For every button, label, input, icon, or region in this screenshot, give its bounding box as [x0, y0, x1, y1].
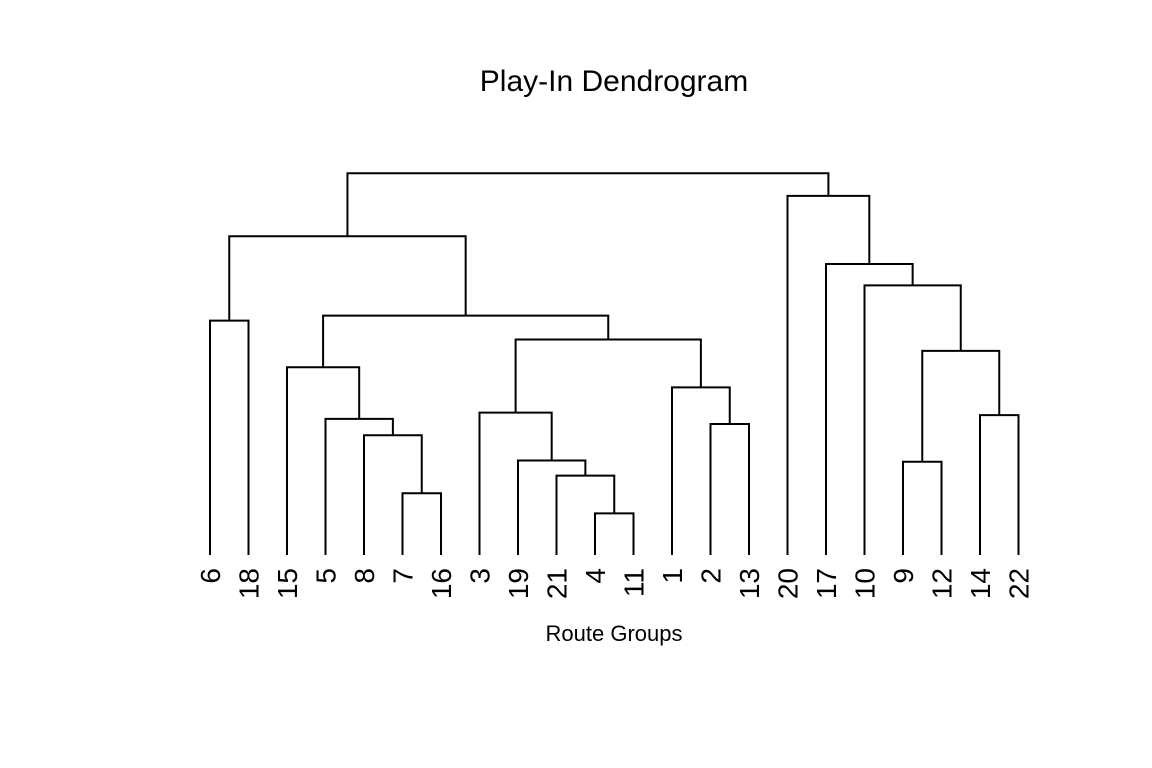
leaf-label: 13 [734, 568, 765, 599]
leaf-label: 4 [580, 568, 611, 584]
leaf-label: 20 [773, 568, 804, 599]
leaf-labels-group: 6 18 15 5 8 7 16 3 19 21 4 11 1 2 13 20 17 10 9 12 14 22 [195, 568, 1035, 599]
dendrogram-branch [709, 422, 750, 555]
leaf-label: 5 [311, 568, 342, 584]
leaf-label: 1 [657, 568, 688, 584]
dendrogram-branch [979, 414, 1020, 555]
leaf-label: 7 [388, 568, 419, 584]
dendrogram-branch [228, 235, 467, 321]
dendrogram-branch [322, 314, 610, 368]
leaf-label: 18 [234, 568, 265, 599]
x-axis-label: Route Groups [546, 621, 683, 646]
dendrogram-branch [555, 474, 616, 555]
leaf-label: 10 [850, 568, 881, 599]
dendrogram-branch [324, 417, 394, 555]
leaf-label: 14 [965, 568, 996, 599]
dendrogram-branch [209, 319, 250, 555]
dendrogram-branch [401, 492, 442, 555]
leaf-label: 9 [888, 568, 919, 584]
dendrogram-branch [921, 349, 1001, 462]
leaf-label: 22 [1004, 568, 1035, 599]
leaf-label: 8 [349, 568, 380, 584]
dendrogram-branch [478, 411, 553, 555]
leaf-label: 3 [465, 568, 496, 584]
leaf-label: 2 [696, 568, 727, 584]
dendrogram-branch [671, 386, 731, 555]
leaf-label: 17 [811, 568, 842, 599]
dendrogram-branch [594, 512, 635, 555]
dendrogram-branch [825, 262, 914, 555]
leaf-label: 16 [426, 568, 457, 599]
dendrogram-branch [346, 172, 830, 237]
leaf-label: 6 [195, 568, 226, 584]
leaf-label: 19 [503, 568, 534, 599]
dendrogram-branch [863, 284, 962, 555]
leaf-label: 12 [927, 568, 958, 599]
dendrogram-branch [786, 194, 871, 555]
leaf-label: 21 [542, 568, 573, 599]
branches-group [209, 172, 1020, 555]
leaf-label: 15 [272, 568, 303, 599]
dendrogram-branch [286, 366, 361, 555]
dendrogram-branch [363, 434, 423, 555]
chart-title: Play-In Dendrogram [480, 65, 748, 98]
dendrogram-branch [902, 460, 943, 555]
leaf-label: 11 [619, 568, 650, 597]
dendrogram-branch [514, 338, 702, 413]
